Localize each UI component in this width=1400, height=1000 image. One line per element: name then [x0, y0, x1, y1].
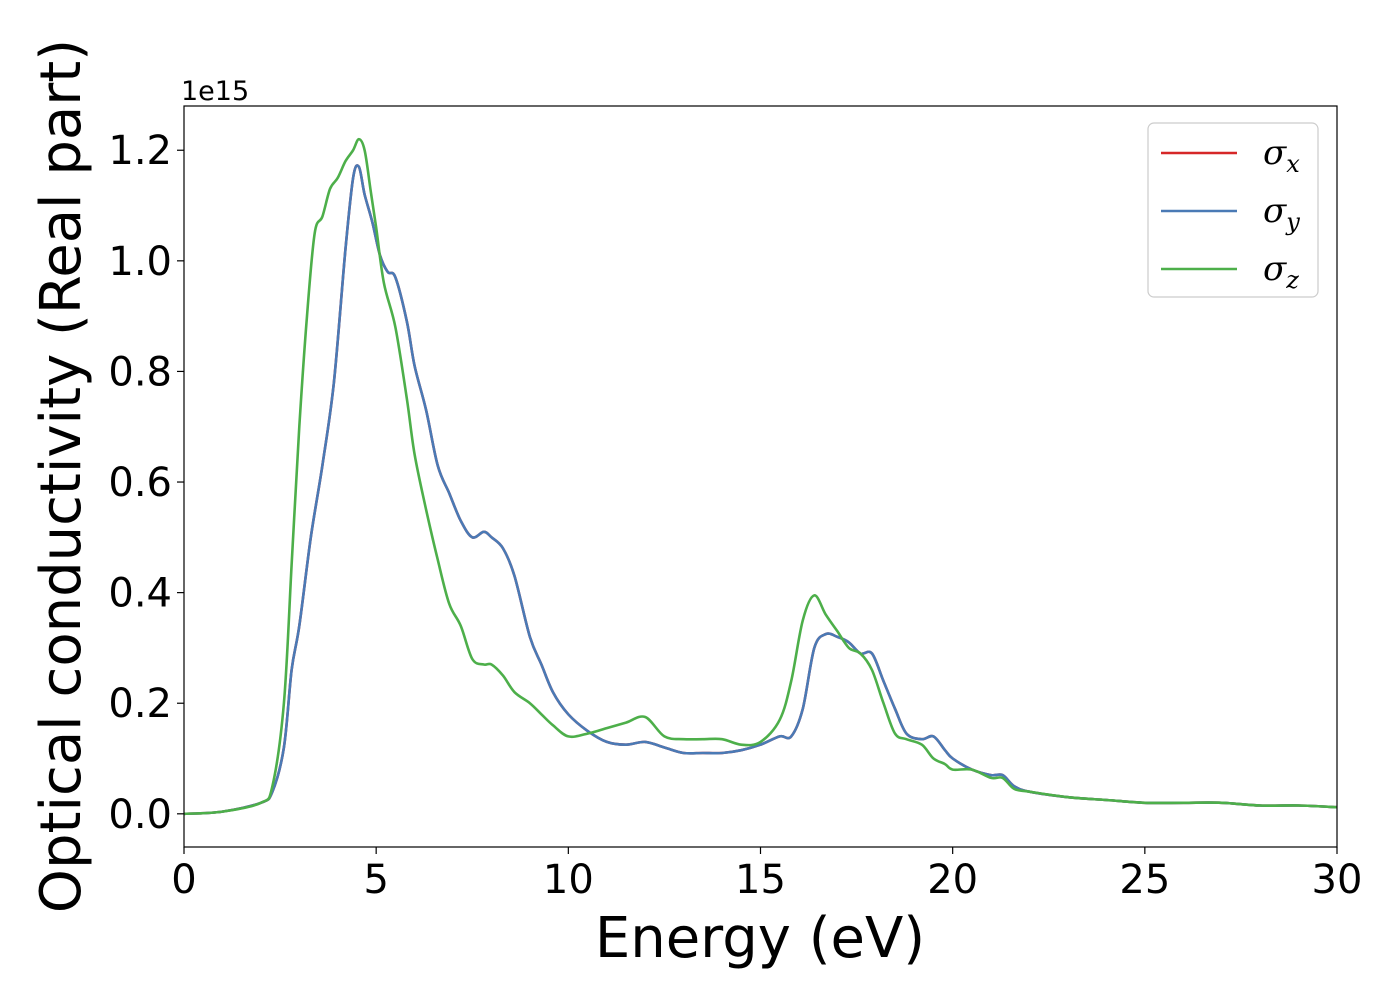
- series-layer: [184, 137, 1337, 816]
- x-axis-title: Energy (eV): [595, 906, 925, 971]
- x-tick-label: 0: [171, 857, 196, 903]
- y-ticks: 0.0 0.2 0.4 0.6 0.8 1.0 1.2: [108, 128, 184, 838]
- y-tick-label: 0.2: [108, 681, 172, 727]
- x-tick-label: 15: [735, 857, 786, 903]
- y-axis-title: Optical conductivity (Real part): [29, 39, 94, 913]
- y-tick-label: 1.0: [108, 239, 172, 285]
- x-ticks: 0 5 10 15 20 25 30: [171, 847, 1362, 903]
- legend-label-x: σx: [1263, 133, 1300, 178]
- legend-label-y: σy: [1263, 191, 1300, 236]
- x-tick-label: 30: [1312, 857, 1363, 903]
- x-tick-label: 10: [543, 857, 594, 903]
- legend: σx σy σz: [1147, 122, 1319, 298]
- y-tick-label: 0.4: [108, 571, 172, 617]
- y-offset-text: 1e15: [181, 76, 249, 107]
- legend-label-z: σz: [1263, 249, 1299, 294]
- y-tick-label: 0.0: [108, 792, 172, 838]
- x-tick-label: 20: [927, 857, 978, 903]
- series-line-z: [184, 137, 1337, 816]
- y-tick-label: 0.8: [108, 349, 172, 395]
- x-tick-label: 25: [1119, 857, 1170, 903]
- x-tick-label: 5: [363, 857, 388, 903]
- y-tick-label: 1.2: [108, 128, 172, 174]
- y-tick-label: 0.6: [108, 460, 172, 506]
